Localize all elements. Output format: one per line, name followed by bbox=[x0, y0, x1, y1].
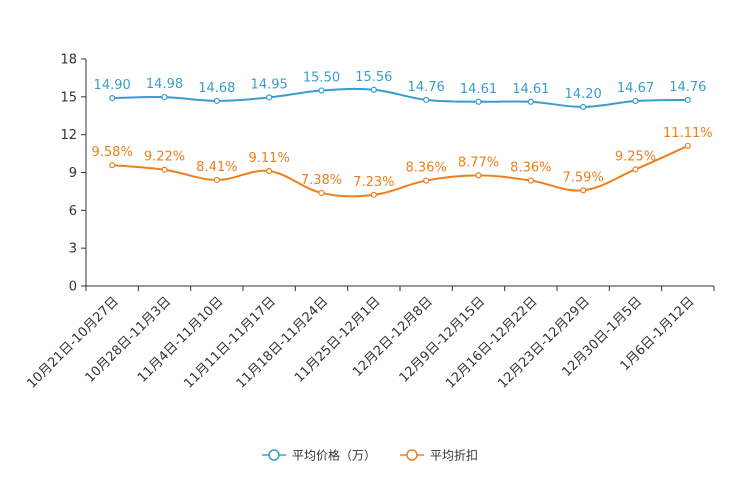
data-point[interactable] bbox=[527, 177, 534, 184]
series-line-0 bbox=[112, 87, 688, 108]
data-label: 8.36% bbox=[406, 161, 447, 176]
data-label: 8.41% bbox=[196, 160, 237, 175]
data-label: 9.22% bbox=[144, 150, 185, 165]
data-point[interactable] bbox=[475, 98, 482, 105]
data-label: 14.68 bbox=[198, 81, 235, 96]
data-point[interactable] bbox=[109, 162, 116, 169]
data-label: 14.76 bbox=[408, 80, 445, 95]
data-point[interactable] bbox=[213, 97, 220, 104]
data-point[interactable] bbox=[580, 103, 587, 111]
data-point[interactable] bbox=[161, 93, 168, 101]
x-tick-label: 10月21日-10月27日 bbox=[24, 294, 121, 391]
data-label: 15.50 bbox=[303, 71, 340, 86]
data-point[interactable] bbox=[266, 168, 273, 175]
legend-label-0[interactable]: 平均价格（万） bbox=[292, 448, 376, 463]
x-tick-label: 11月18日-11月24日 bbox=[234, 294, 331, 391]
data-label: 14.90 bbox=[94, 78, 131, 93]
data-label: 7.59% bbox=[563, 170, 604, 185]
data-point[interactable] bbox=[318, 189, 325, 197]
data-point[interactable] bbox=[632, 97, 639, 105]
data-point[interactable] bbox=[684, 142, 691, 149]
y-tick-label: 9 bbox=[69, 166, 77, 181]
data-label: 15.56 bbox=[355, 70, 392, 85]
data-label: 14.95 bbox=[251, 77, 288, 92]
x-tick-label: 11月11日-11月17日 bbox=[181, 294, 278, 391]
y-tick-label: 0 bbox=[69, 280, 77, 295]
y-tick-label: 6 bbox=[69, 204, 77, 219]
legend-marker-0[interactable] bbox=[268, 449, 280, 461]
y-tick-label: 12 bbox=[60, 128, 77, 143]
data-label: 14.61 bbox=[460, 82, 497, 97]
data-point[interactable] bbox=[475, 172, 482, 179]
data-point[interactable] bbox=[684, 96, 691, 103]
data-label: 7.38% bbox=[301, 173, 342, 188]
data-point[interactable] bbox=[318, 87, 325, 94]
data-label: 7.23% bbox=[353, 175, 394, 190]
data-label: 9.11% bbox=[249, 151, 290, 166]
series-line-1 bbox=[112, 144, 689, 198]
data-point[interactable] bbox=[423, 96, 430, 103]
data-point[interactable] bbox=[370, 191, 377, 198]
data-label: 14.67 bbox=[617, 81, 654, 96]
y-tick-label: 15 bbox=[60, 90, 77, 105]
data-label: 14.76 bbox=[669, 80, 706, 95]
data-point[interactable] bbox=[109, 94, 116, 102]
legend-marker-1[interactable] bbox=[406, 449, 418, 461]
data-label: 14.61 bbox=[512, 82, 549, 97]
data-point[interactable] bbox=[266, 94, 273, 101]
data-point[interactable] bbox=[527, 98, 534, 105]
data-label: 14.20 bbox=[565, 87, 602, 102]
x-tick-label: 12月16日-12月22日 bbox=[443, 294, 540, 391]
data-label: 9.25% bbox=[615, 149, 656, 164]
data-point[interactable] bbox=[632, 166, 639, 173]
data-point[interactable] bbox=[370, 86, 377, 93]
data-label: 11.11% bbox=[663, 126, 713, 141]
y-tick-label: 3 bbox=[69, 242, 77, 257]
legend-label-1[interactable]: 平均折扣 bbox=[430, 448, 478, 463]
data-label: 8.77% bbox=[458, 155, 499, 170]
data-point[interactable] bbox=[161, 166, 168, 173]
y-tick-label: 18 bbox=[60, 53, 77, 68]
x-tick-label: 12月23日-12月29日 bbox=[495, 294, 592, 391]
data-point[interactable] bbox=[423, 177, 430, 184]
data-label: 8.36% bbox=[510, 161, 551, 176]
data-label: 9.58% bbox=[92, 145, 133, 160]
data-point[interactable] bbox=[213, 176, 220, 184]
data-label: 14.98 bbox=[146, 77, 183, 92]
data-point[interactable] bbox=[580, 187, 587, 194]
